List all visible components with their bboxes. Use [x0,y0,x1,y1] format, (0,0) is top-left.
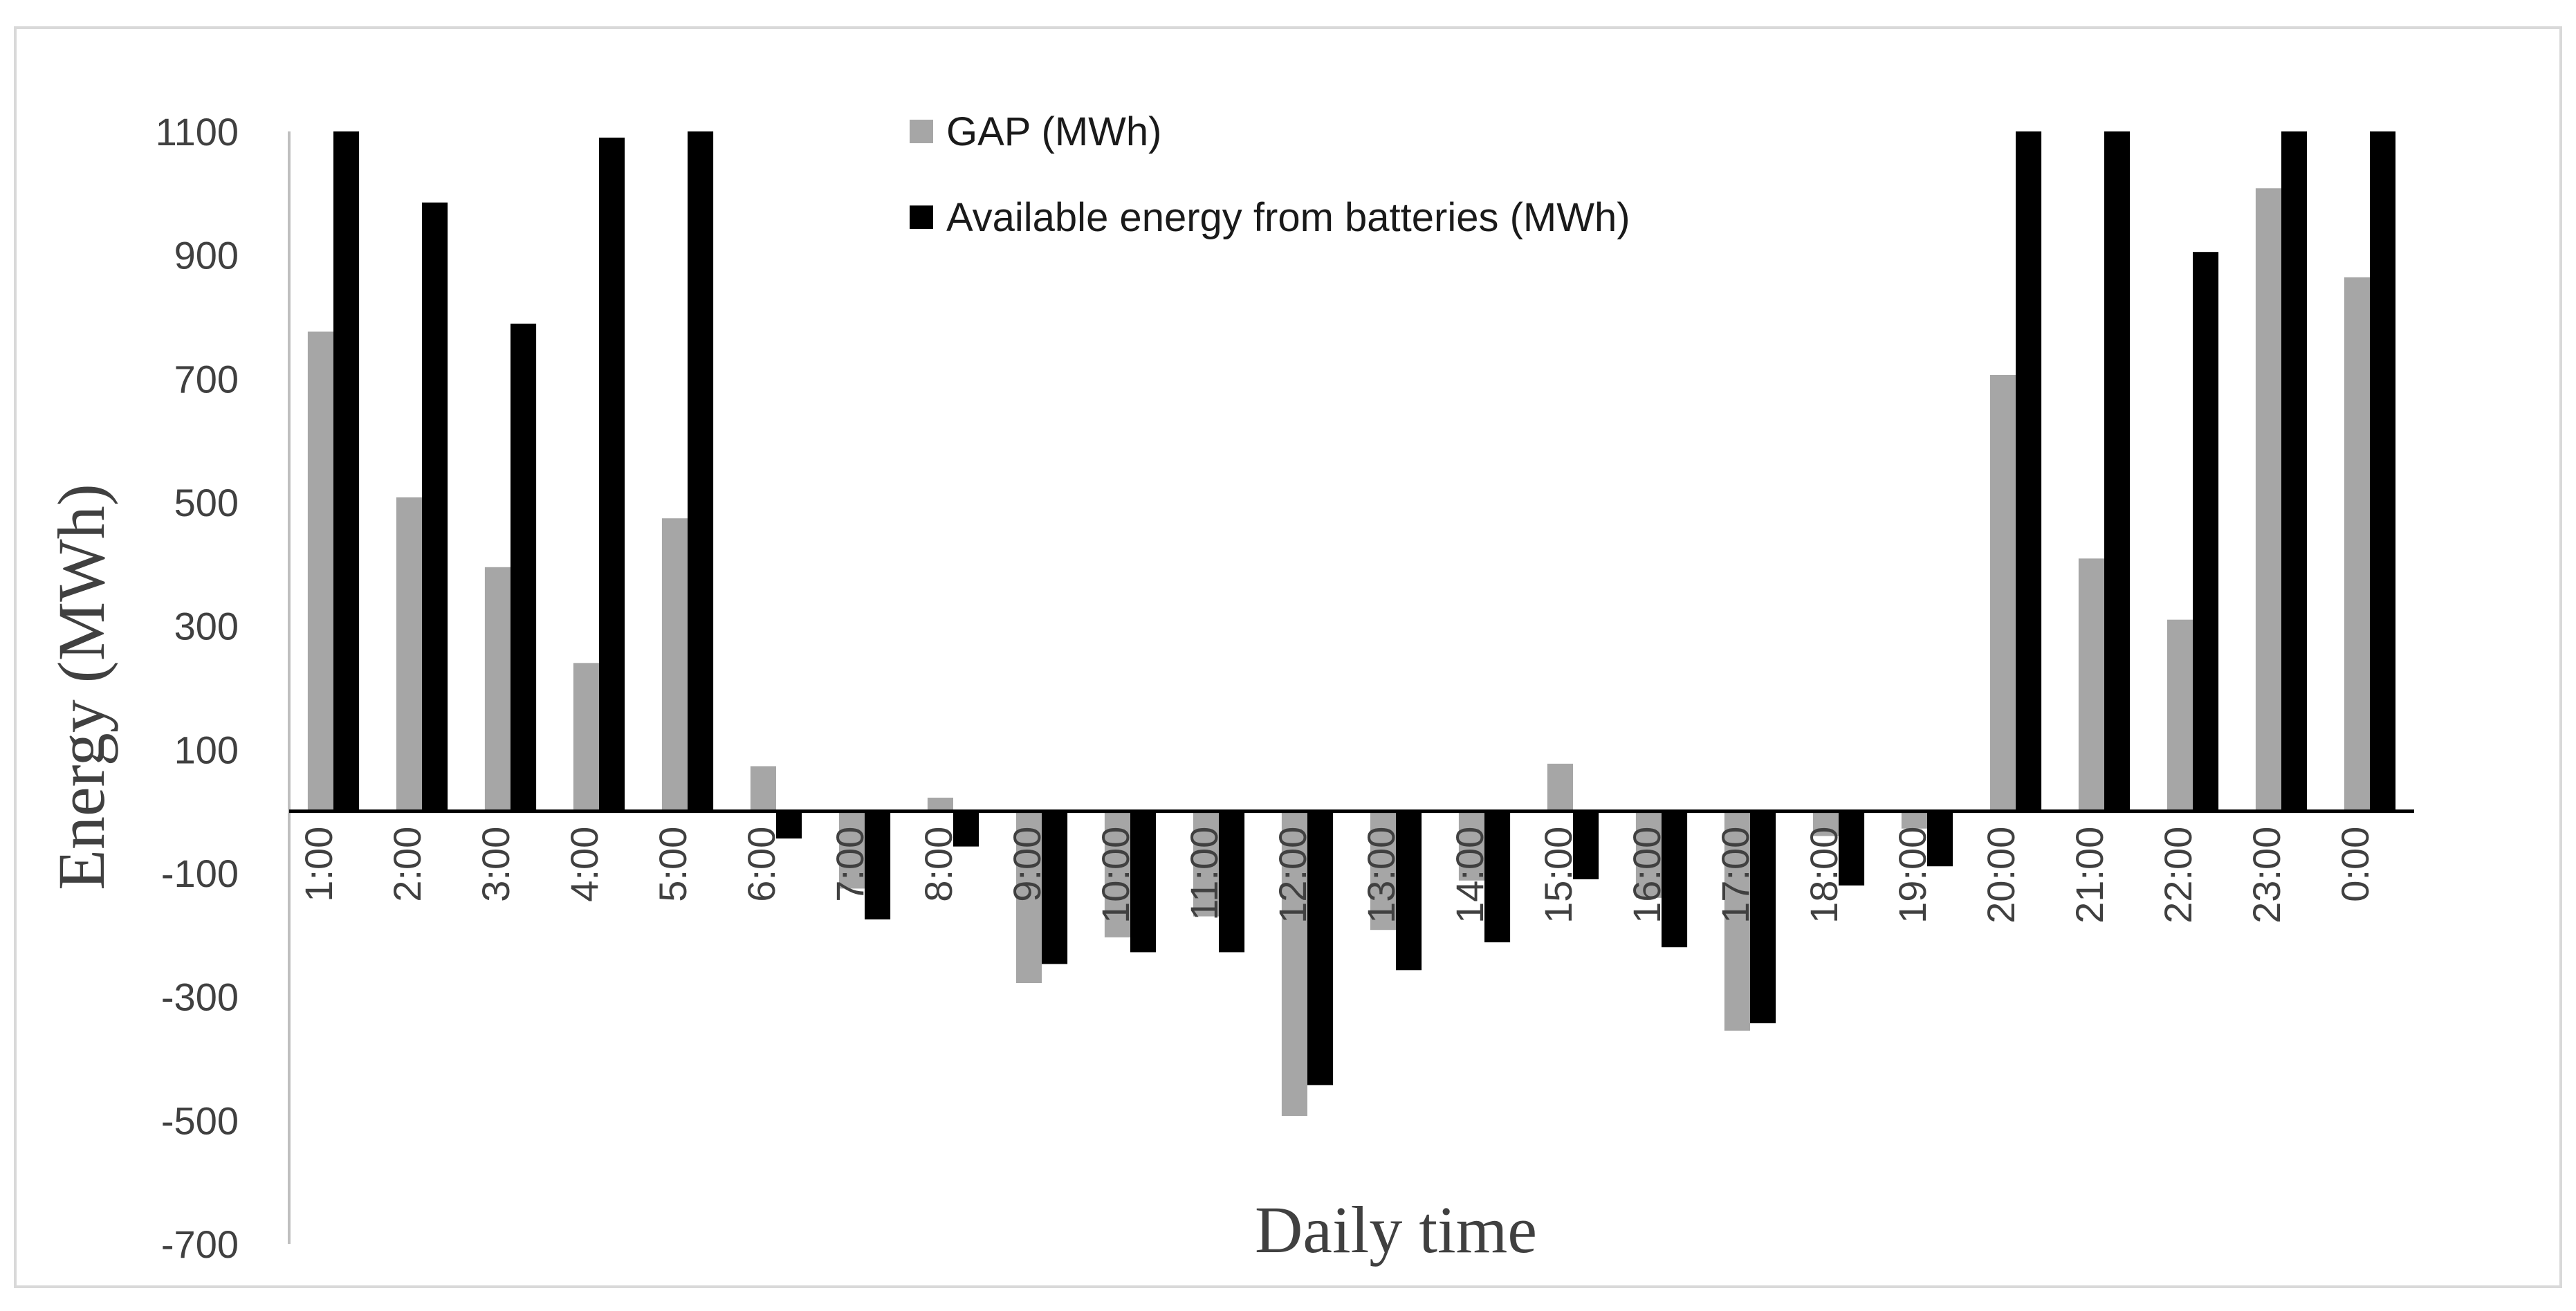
legend-label-gap: GAP (MWh) [946,109,1162,154]
bar-gap-8:00 [927,798,953,812]
bar-batteries-15:00 [1573,811,1599,879]
bar-gap-1:00 [307,331,333,812]
bar-batteries-1:00 [333,131,360,812]
legend-swatch-batteries [910,205,933,229]
bar-batteries-3:00 [510,323,537,812]
x-tick-label: 4:00 [562,827,606,902]
bar-gap-14:00 [1458,811,1484,881]
x-tick-label: 10:00 [1094,827,1137,924]
x-tick-labels: 1:00 2:00 3:00 4:00 5:00 6:00 7:00 8:00 9:00 10:0… [297,827,2377,924]
x-tick-label: 23:00 [2245,827,2288,924]
bar-gap-22:00 [2166,619,2193,812]
x-tick-label: 18:00 [1802,827,1846,924]
x-tick-label: 9:00 [1005,827,1049,902]
bar-gap-12:00 [1281,811,1307,1117]
y-tick-label: -100 [161,852,239,895]
bar-batteries-21:00 [2104,131,2131,812]
bar-batteries-17:00 [1750,811,1776,1024]
bar-batteries-6:00 [776,811,802,838]
bar-gap-6:00 [750,766,776,812]
bar-batteries-2:00 [422,202,448,812]
bar-batteries-18:00 [1839,811,1865,886]
bar-gap-13:00 [1370,811,1396,930]
bar-gap-11:00 [1193,811,1219,917]
bar-batteries-16:00 [1662,811,1688,948]
y-tick-label: 700 [174,357,239,401]
x-tick-label: 0:00 [2333,827,2377,902]
x-axis-title: Daily time [1255,1193,1537,1267]
bar-gap-0:00 [2344,277,2370,812]
x-tick-label: 3:00 [474,827,517,902]
bar-batteries-8:00 [953,811,979,847]
y-tick-label: 900 [174,234,239,277]
bar-gap-9:00 [1015,811,1042,983]
bar-batteries-12:00 [1307,811,1334,1085]
bar-gap-17:00 [1724,811,1750,1031]
x-tick-label: 14:00 [1448,827,1491,924]
x-tick-label: 19:00 [1890,827,1934,924]
x-tick-label: 20:00 [1979,827,2023,924]
y-tick-label: 100 [174,728,239,771]
bar-gap-3:00 [484,567,510,812]
y-axis-title: Energy (MWh) [44,484,118,890]
bar-batteries-0:00 [2370,131,2396,812]
bar-gap-18:00 [1812,811,1839,836]
y-tick-label: 300 [174,605,239,648]
bar-batteries-13:00 [1396,811,1422,971]
x-tick-label: 22:00 [2156,827,2200,924]
bar-gap-19:00 [1901,811,1927,829]
y-tick-label: 500 [174,481,239,524]
bar-batteries-9:00 [1042,811,1068,964]
bar-gap-10:00 [1104,811,1130,937]
y-tick-label: -500 [161,1099,239,1142]
bar-batteries-5:00 [688,131,714,812]
bar-batteries-20:00 [2016,131,2042,812]
y-tick-label: -300 [161,975,239,1019]
x-tick-label: 6:00 [739,827,783,902]
chart-border [14,26,2562,1288]
bar-batteries-23:00 [2281,131,2308,812]
x-tick-label: 5:00 [651,827,694,902]
x-tick-label: 17:00 [1713,827,1757,924]
y-tick-label: -700 [161,1222,239,1266]
x-tick-label: 21:00 [2068,827,2111,924]
x-tick-label: 16:00 [1625,827,1668,924]
x-tick-label: 13:00 [1359,827,1403,924]
bar-batteries-4:00 [599,137,625,812]
bar-gap-20:00 [1989,375,2016,812]
legend: GAP (MWh) Available energy from batterie… [910,109,1630,240]
y-tick-label: 1100 [156,110,239,154]
bar-gap-16:00 [1635,811,1662,898]
bar-gap-2:00 [396,497,422,812]
bar-batteries-19:00 [1927,811,1953,867]
bar-gap-21:00 [2078,558,2104,812]
legend-label-batteries: Available energy from batteries (MWh) [946,195,1630,240]
x-tick-label: 7:00 [828,827,872,902]
y-tick-labels: -700 -500 -300 -100 100 300 500 700 900 1100 [156,110,239,1266]
bar-gap-23:00 [2255,188,2281,812]
x-tick-label: 1:00 [297,827,340,902]
x-tick-label: 15:00 [1536,827,1580,924]
bar-gap-7:00 [838,811,865,889]
bar-batteries-7:00 [865,811,891,919]
bar-gap-4:00 [573,663,599,812]
bar-batteries-11:00 [1219,811,1245,953]
legend-swatch-gap [910,120,933,143]
bar-batteries-10:00 [1130,811,1157,953]
bar-batteries-22:00 [2193,252,2219,812]
x-tick-label: 11:00 [1182,827,1226,921]
bar-gap-5:00 [661,518,688,812]
bar-batteries-14:00 [1484,811,1511,943]
x-tick-label: 12:00 [1271,827,1314,924]
x-tick-label: 2:00 [385,827,429,902]
bar-gap-15:00 [1547,763,1573,812]
bars-layer [307,131,2396,1117]
x-tick-label: 8:00 [917,827,960,902]
